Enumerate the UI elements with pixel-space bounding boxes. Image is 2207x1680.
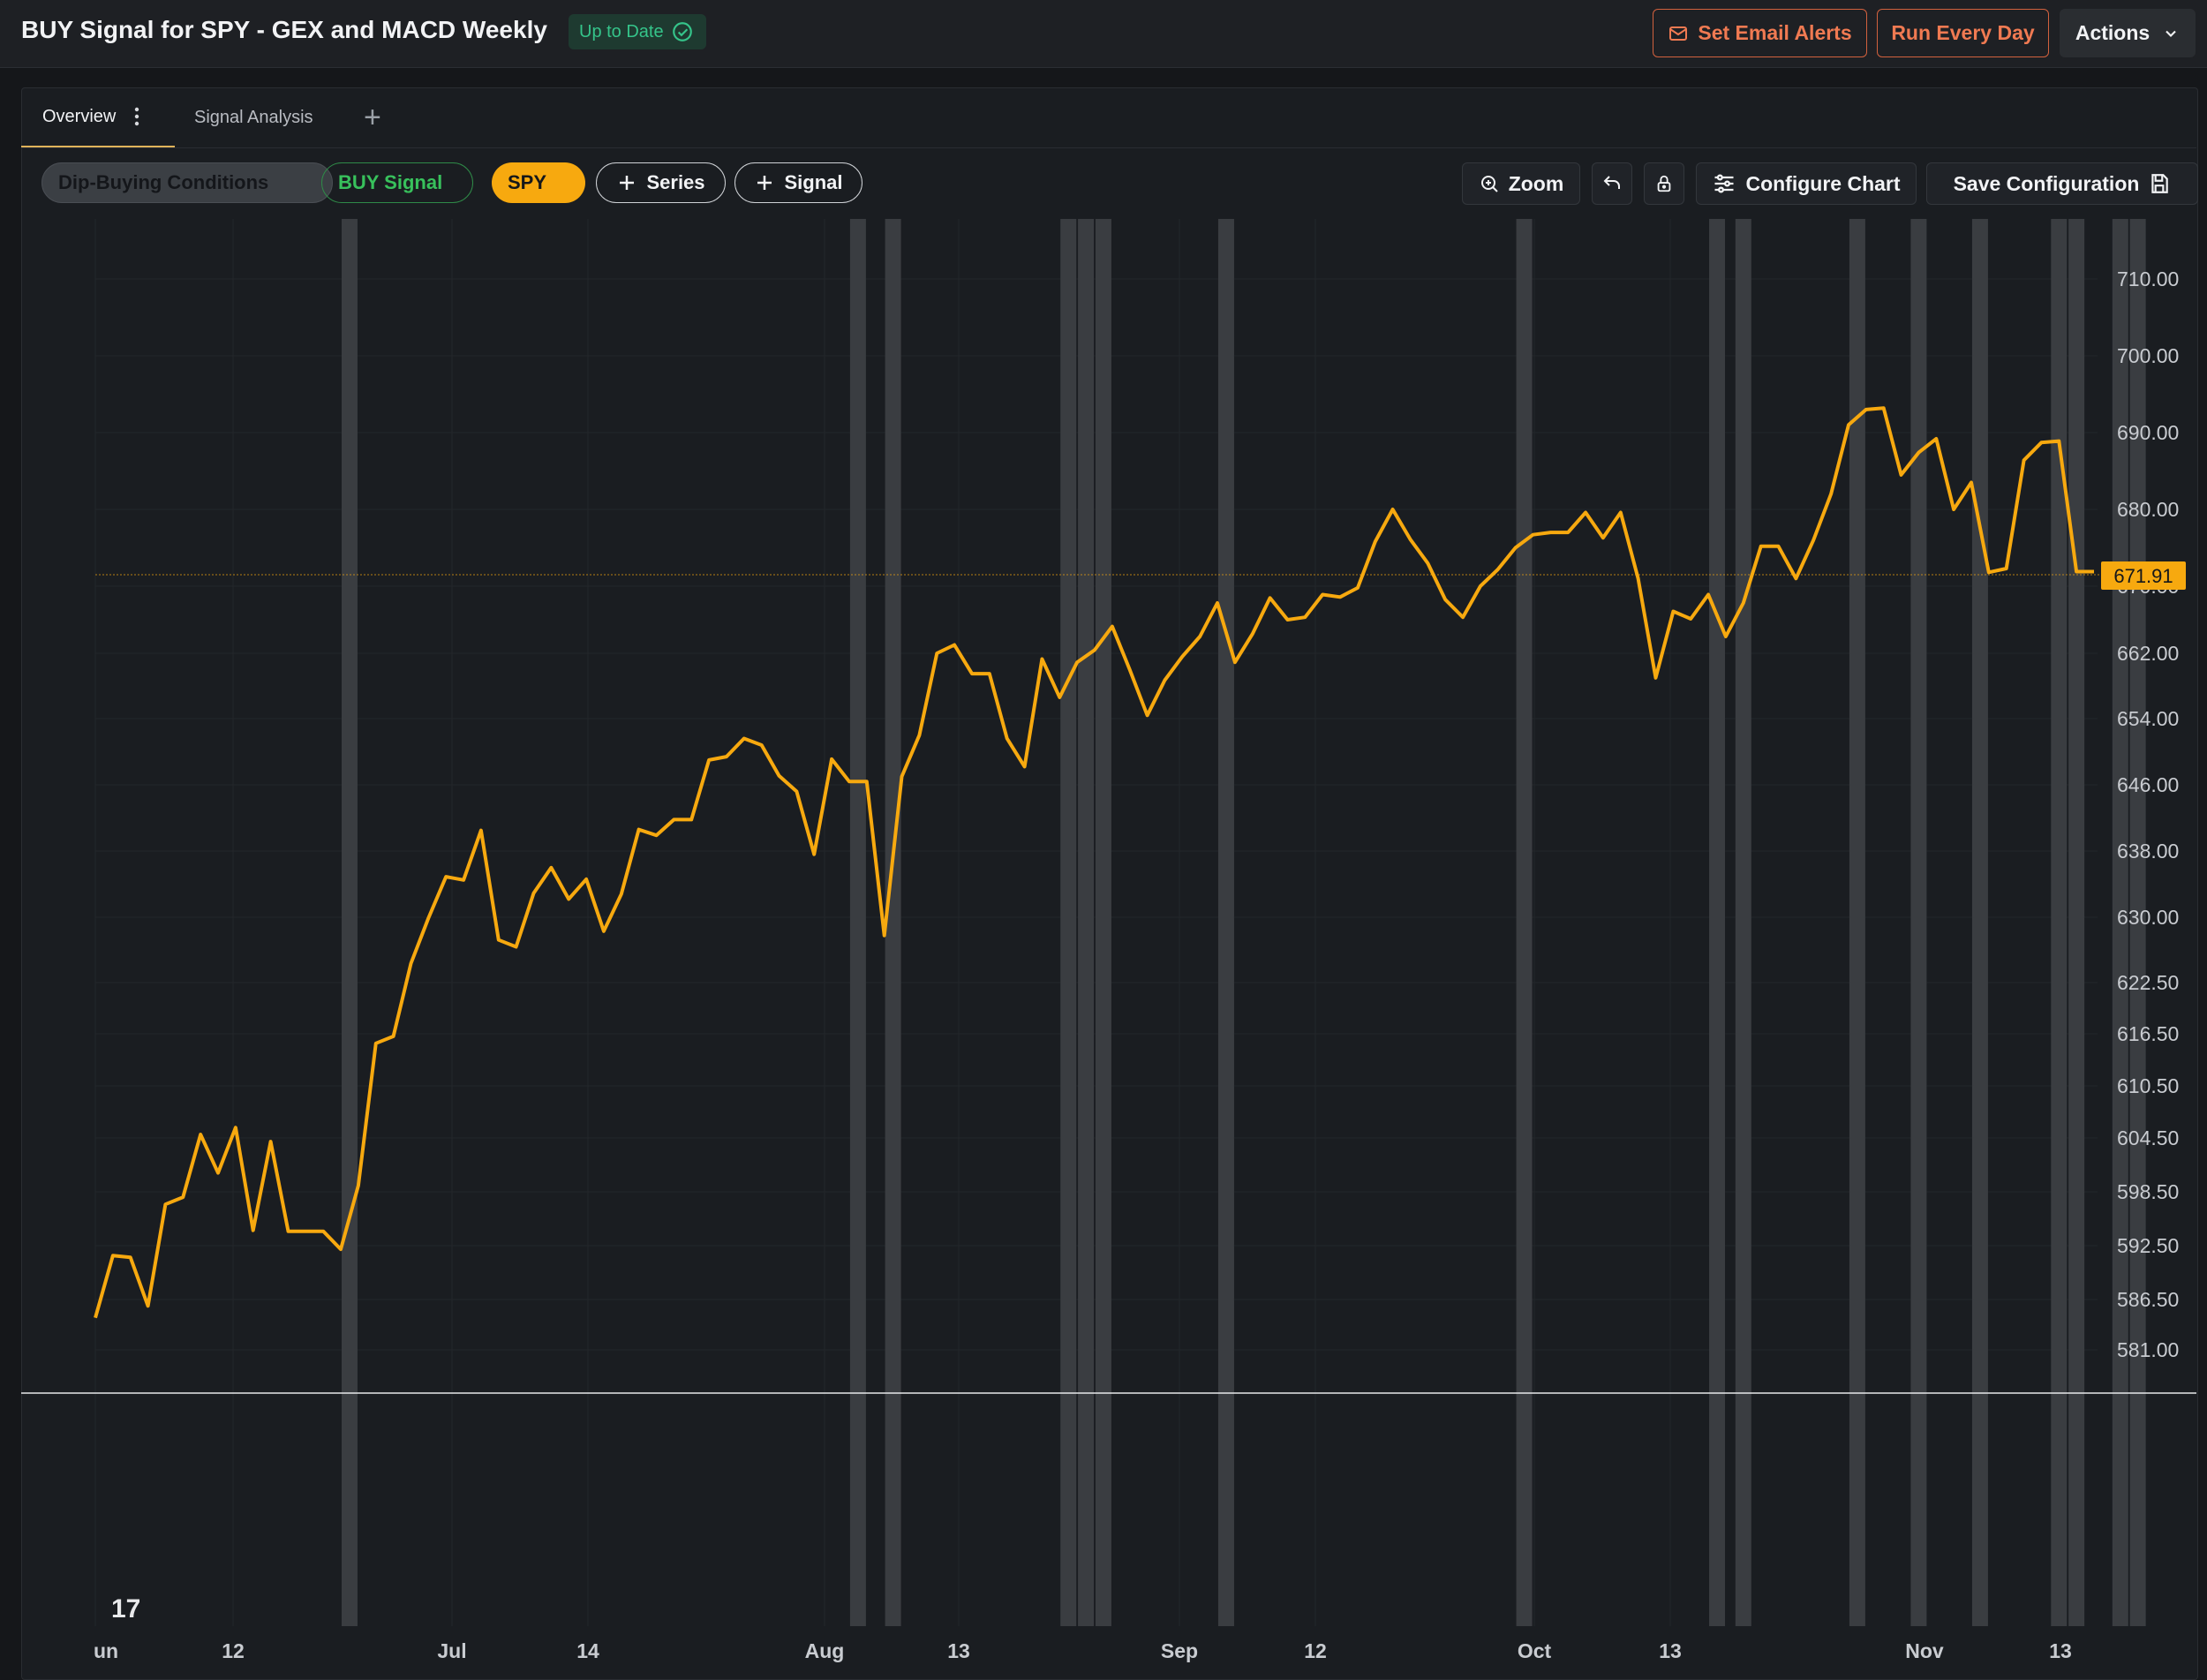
tradingview-logo: 17 — [111, 1594, 140, 1623]
tab-signal-analysis[interactable]: Signal Analysis — [194, 87, 327, 147]
header-bar: BUY Signal for SPY - GEX and MACD Weekly… — [0, 0, 2207, 68]
time-tick-label: 12 — [222, 1639, 245, 1662]
signal-band — [885, 219, 901, 1626]
time-tick-label: 13 — [947, 1639, 970, 1662]
price-tick-label: 610.50 — [2117, 1074, 2179, 1097]
price-tick-label: 581.00 — [2117, 1338, 2179, 1361]
plus-icon — [757, 176, 772, 190]
save-configuration-label: Save Configuration — [1953, 171, 2140, 195]
last-price-label: 671.91 — [2113, 565, 2173, 587]
signal-band — [2068, 219, 2085, 1626]
signal-band — [1849, 219, 1865, 1626]
actions-label: Actions — [2075, 21, 2151, 44]
add-signal-button[interactable]: Signal — [734, 162, 862, 203]
time-tick-label: 14 — [576, 1639, 599, 1662]
lock-icon — [1657, 175, 1671, 192]
price-axis: 710.00700.00690.00680.00670.00662.00654.… — [2117, 267, 2179, 1361]
run-every-day-button[interactable]: Run Every Day — [1877, 9, 2049, 57]
undo-icon — [1603, 176, 1620, 189]
time-tick-label: Jul — [437, 1639, 466, 1662]
add-tab-icon[interactable]: + — [364, 100, 381, 134]
time-tick-label: 12 — [1304, 1639, 1327, 1662]
price-tick-label: 710.00 — [2117, 267, 2179, 290]
set-email-alerts-label: Set Email Alerts — [1698, 21, 1852, 44]
last-price-badge — [2101, 561, 2186, 590]
time-tick-label: Oct — [1518, 1639, 1552, 1662]
actions-menu-button[interactable]: Actions — [2060, 9, 2196, 57]
price-tick-label: 616.50 — [2117, 1022, 2179, 1045]
price-tick-label: 680.00 — [2117, 498, 2179, 521]
signal-band — [1910, 219, 1927, 1626]
mail-icon — [1669, 26, 1688, 41]
signal-band — [1217, 219, 1234, 1626]
spy-price-line — [94, 406, 2094, 1319]
lock-button[interactable] — [1644, 162, 1684, 205]
time-tick-label: 13 — [2049, 1639, 2072, 1662]
signal-band — [1971, 219, 1988, 1626]
time-tick-label: 13 — [1659, 1639, 1682, 1662]
configure-chart-button[interactable]: Configure Chart — [1696, 162, 1917, 205]
zoom-label: Zoom — [1508, 171, 1564, 195]
time-tick-label: Sep — [1161, 1639, 1198, 1662]
signal-band — [1060, 219, 1077, 1626]
signal-band — [849, 219, 866, 1626]
tab-signal-analysis-label: Signal Analysis — [194, 107, 313, 127]
dip-buying-conditions-chip[interactable]: Dip-Buying Conditions — [41, 162, 333, 203]
price-tick-label: 662.00 — [2117, 642, 2179, 665]
tab-overview[interactable]: Overview — [21, 87, 175, 147]
price-tick-label: 630.00 — [2117, 906, 2179, 929]
chevron-down-icon — [2166, 30, 2176, 37]
signal-band — [341, 219, 358, 1626]
price-tick-label: 654.00 — [2117, 707, 2179, 730]
price-tick-label: 592.50 — [2117, 1234, 2179, 1257]
signal-band — [1735, 219, 1751, 1626]
add-signal-label: Signal — [784, 171, 843, 193]
check-circle-icon — [672, 22, 692, 41]
signal-band — [1709, 219, 1726, 1626]
configure-chart-label: Configure Chart — [1745, 171, 1901, 195]
signal-band — [1516, 219, 1533, 1626]
kebab-menu-icon[interactable] — [133, 107, 140, 126]
add-series-button[interactable]: Series — [596, 162, 726, 203]
price-tick-label: 700.00 — [2117, 344, 2179, 367]
status-label: Up to Date — [579, 21, 664, 41]
plus-icon — [620, 176, 635, 190]
price-tick-label: 622.50 — [2117, 971, 2179, 994]
sliders-icon — [1714, 174, 1734, 193]
price-tick-label: 638.00 — [2117, 840, 2179, 863]
price-tick-label: 586.50 — [2117, 1288, 2179, 1311]
time-tick-label: un — [94, 1639, 118, 1662]
page-title: BUY Signal for SPY - GEX and MACD Weekly — [21, 16, 547, 43]
price-tick-label: 598.50 — [2117, 1180, 2179, 1203]
save-configuration-button[interactable]: Save Configuration — [1926, 162, 2198, 205]
price-chart[interactable]: 710.00700.00690.00680.00670.00662.00654.… — [21, 217, 2196, 1678]
set-email-alerts-button[interactable]: Set Email Alerts — [1653, 9, 1867, 57]
undo-button[interactable] — [1592, 162, 1632, 205]
signal-band — [1095, 219, 1111, 1626]
spy-series-chip[interactable]: SPY — [492, 162, 585, 203]
price-tick-label: 646.00 — [2117, 773, 2179, 796]
price-tick-label: 604.50 — [2117, 1126, 2179, 1149]
status-badge: Up to Date — [569, 14, 706, 49]
add-series-label: Series — [646, 171, 705, 193]
zoom-button[interactable]: Zoom — [1462, 162, 1580, 205]
tab-overview-label: Overview — [42, 106, 117, 126]
chart-toolbar: Dip-Buying Conditions BUY Signal SPY Ser… — [21, 150, 2198, 217]
signal-bands — [341, 219, 2146, 1626]
buy-signal-chip[interactable]: BUY Signal — [321, 162, 473, 203]
time-axis: un 12 Jul 14 Aug 13 Sep 12 Oct 13 Nov 13 — [94, 1639, 2072, 1662]
tab-bar: Overview Signal Analysis + — [21, 87, 2196, 148]
price-tick-label: 690.00 — [2117, 421, 2179, 444]
time-tick-label: Nov — [1905, 1639, 1944, 1662]
zoom-in-icon — [1480, 176, 1498, 192]
save-icon — [2151, 174, 2169, 193]
signal-band — [2051, 219, 2068, 1626]
run-every-day-label: Run Every Day — [1891, 21, 2035, 44]
signal-band — [1078, 219, 1095, 1626]
time-tick-label: Aug — [805, 1639, 845, 1662]
